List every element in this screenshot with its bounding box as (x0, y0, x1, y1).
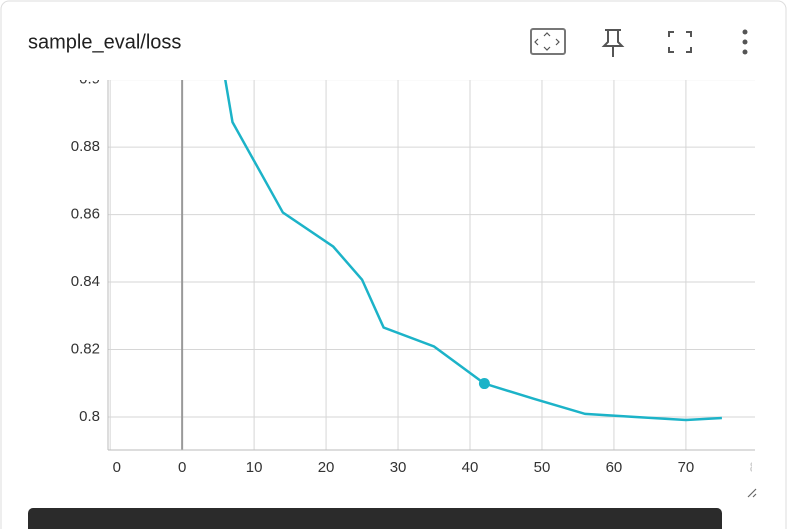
x-tick-label: 20 (318, 459, 335, 476)
x-tick-label: 30 (390, 459, 407, 476)
fit-domain-button[interactable] (530, 28, 566, 55)
more-button[interactable] (742, 29, 748, 55)
x-tick-label: 40 (462, 459, 479, 476)
hover-point (478, 378, 490, 390)
y-tick-label: 0.84 (71, 273, 100, 290)
y-tick-label: 0.86 (71, 206, 100, 223)
y-tick-label: 0.88 (71, 138, 100, 155)
x-labels: -10 0 10 20 30 40 50 60 70 80 (99, 459, 767, 476)
y-tick-label: 0.82 (71, 340, 100, 357)
y-tick-label: 0.9 (79, 71, 100, 88)
x-tick-label: 50 (534, 459, 551, 476)
y-tick-label: 0.8 (79, 408, 100, 425)
data-line (224, 80, 722, 422)
x-tick-label: 10 (246, 459, 263, 476)
x-tick-label: 60 (606, 459, 623, 476)
x-tick-label: 80 (750, 459, 767, 476)
x-tick-label: 0 (178, 459, 186, 476)
toolbar (530, 28, 748, 57)
tooltip (28, 508, 722, 529)
resize-handle[interactable] (747, 488, 757, 498)
plot-area (108, 80, 755, 450)
fullscreen-button[interactable] (668, 31, 692, 53)
x-tick-label: 70 (678, 459, 695, 476)
y-labels: 0.8 0.82 0.84 0.86 0.88 0.9 (71, 71, 100, 425)
pin-button[interactable] (601, 29, 625, 57)
chart-title: sample_eval/loss (28, 31, 181, 53)
x-tick-label: -10 (99, 459, 121, 476)
